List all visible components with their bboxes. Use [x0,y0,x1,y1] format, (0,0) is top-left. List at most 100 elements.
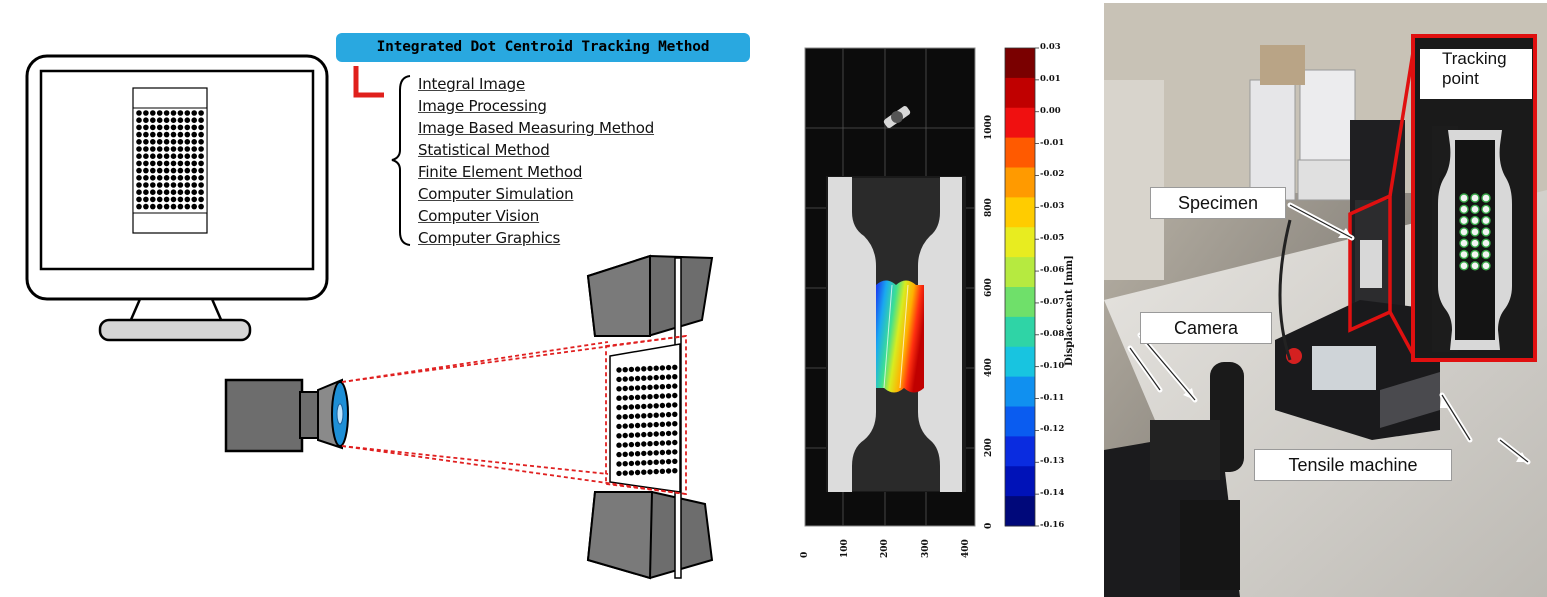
plot-x-tick-label: 300 [921,539,931,558]
screen-dot [143,196,149,203]
specimen-dot [628,423,635,429]
lower-grip [586,491,714,580]
method-item: Integral Image [418,75,526,93]
screen-dot [136,160,142,167]
specimen-dot [672,458,678,464]
specimen-dot [659,384,666,390]
specimen-dot [653,431,659,437]
screen-dot [163,196,170,203]
method-item: Computer Vision [418,207,540,225]
specimen-dot [634,366,641,372]
screen-dot [191,203,197,210]
specimen-dot [634,375,641,382]
colorbar-segment [1005,227,1035,258]
specimen-dot [641,450,647,457]
screen-dot [156,117,163,123]
tracking-point-text: Tracking point [1442,49,1507,88]
screen-dot [150,110,156,116]
colorbar-tick-label: -0.05 [1040,233,1065,244]
specimen-dot [616,461,622,467]
specimen-dot [634,441,641,447]
screen-dot [163,203,170,210]
colorbar-segment [1005,107,1035,139]
tracking-dot [1459,193,1469,203]
colorbar-segment [1005,496,1035,527]
specimen-dot [672,421,678,427]
screen-dot [191,182,197,188]
specimen-silhouette-left-inner [852,212,876,466]
specimen-dot [628,460,635,467]
screen-dot [198,203,204,210]
colorbar-segment [1005,287,1035,318]
screen-dot [198,189,204,195]
specimen-dot [634,469,641,476]
screen-dot [198,167,204,174]
tracking-dot [1481,204,1491,215]
specimen-dot [672,430,678,436]
screen-dot [177,124,184,131]
screen-dot [150,117,156,123]
specimen-dot [641,422,647,428]
specimen-dot [647,384,653,390]
specimen-dot [672,383,678,389]
screen-dot [143,203,149,210]
screen-dot [170,196,177,203]
specimen-dot [641,375,647,381]
camera-icon [224,378,349,453]
specimen-dot [616,404,622,411]
screen-dot [170,160,177,167]
screen-dot [143,160,149,167]
colorbar-tick-label: -0.03 [1040,201,1065,212]
screen-dot [163,153,170,159]
plot-y-tick-label: 600 [984,278,994,297]
screen-dot [150,189,156,195]
specimen-dot [622,451,628,457]
screen-dot [198,131,204,138]
specimen-dot [653,384,659,390]
screen-dot [198,196,204,203]
specimen-dot [653,403,659,409]
screen-dot [177,146,184,152]
screen-dot [156,182,163,188]
method-item: Finite Element Method [418,163,583,181]
plot-x-tick-label: 200 [880,539,890,558]
screen-dot [136,175,142,181]
specimen-dot [628,451,635,457]
specimen-dot [665,430,672,437]
screen-dot [156,153,163,159]
screen-dot [191,139,197,145]
screen-dot [170,139,177,145]
specimen-dot [665,383,672,390]
method-item: Computer Graphics [418,229,561,247]
colorbar-tick-label: -0.02 [1040,169,1065,180]
specimen-dot [622,385,628,392]
colorbar-tick-label: -0.16 [1040,520,1065,530]
screen-dot [198,117,204,123]
specimen-dot [616,414,622,420]
method-item: Image Based Measuring Method [418,119,655,137]
specimen-dot [628,394,635,401]
screen-dot [198,110,204,116]
screen-dot [143,153,149,159]
screen-dot [136,110,142,116]
colorbar-segment [1005,316,1035,348]
screen-dot [163,146,170,152]
displacement-plot [804,47,976,527]
specimen-dot [634,451,641,457]
dot-pattern-specimen [616,364,678,477]
plot-x-tick-label: 100 [840,539,850,558]
marker-top [883,106,911,128]
screen-dot [156,146,163,152]
specimen-dot [672,374,678,380]
specimen-dot [653,421,659,428]
specimen-dot [659,421,666,427]
screen-dot [150,203,156,210]
colorbar-segment [1005,376,1035,407]
specimen-dot [672,392,678,399]
screen-dot [156,167,163,174]
method-list: Integral Image Image Processing Image Ba… [418,74,654,250]
colorbar-tick-label: 0.03 [1040,42,1061,52]
screen-dot [170,117,177,123]
screen-dot [143,110,149,116]
colorbar-tick-label: 0.00 [1040,105,1061,116]
